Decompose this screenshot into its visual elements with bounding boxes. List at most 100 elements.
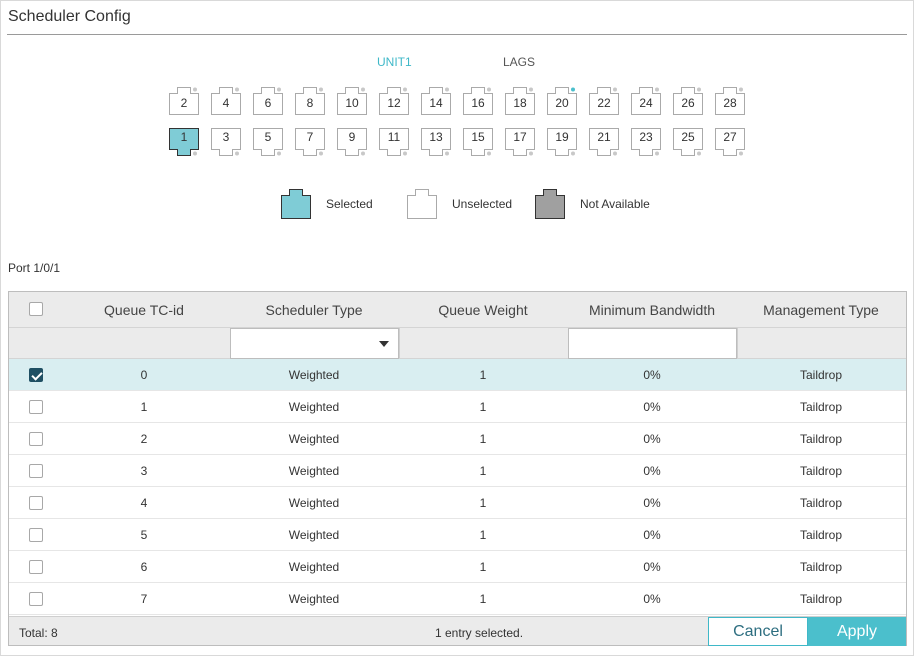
tab-unit1[interactable]: UNIT1: [377, 55, 412, 69]
min-bandwidth-cell: 0%: [643, 528, 661, 542]
port-button[interactable]: 26: [673, 87, 703, 115]
minimum-bandwidth-filter-input[interactable]: [568, 328, 737, 359]
port-button[interactable]: 25: [673, 128, 703, 156]
port-button[interactable]: 14: [421, 87, 451, 115]
column-header-scheduler-type[interactable]: Scheduler Type: [265, 302, 363, 318]
queue-tc-id-cell: 3: [140, 464, 148, 478]
port-button[interactable]: 16: [463, 87, 493, 115]
management-type-cell: Taildrop: [799, 400, 843, 414]
table-row[interactable]: 2 Weighted 1 0% Taildrop: [9, 423, 906, 455]
port-button[interactable]: 23: [631, 128, 661, 156]
port-number: 20: [555, 96, 569, 110]
port-button[interactable]: 19: [547, 128, 577, 156]
port-button[interactable]: 21: [589, 128, 619, 156]
queue-weight-cell: 1: [479, 496, 487, 510]
filter-row: [9, 328, 906, 359]
port-button[interactable]: 7: [295, 128, 325, 156]
link-status-dot: [445, 87, 449, 92]
row-checkbox[interactable]: [29, 432, 43, 446]
port-button[interactable]: 4: [211, 87, 241, 115]
table-row[interactable]: 0 Weighted 1 0% Taildrop: [9, 359, 906, 391]
port-button[interactable]: 28: [715, 87, 745, 115]
port-button[interactable]: 10: [337, 87, 367, 115]
management-type-cell: Taildrop: [799, 368, 843, 382]
table-row[interactable]: 7 Weighted 1 0% Taildrop: [9, 583, 906, 615]
row-checkbox[interactable]: [29, 496, 43, 510]
queue-tc-id-cell: 1: [140, 400, 148, 414]
min-bandwidth-cell: 0%: [643, 400, 661, 414]
port-number: 28: [723, 96, 737, 110]
scheduler-type-cell: Weighted: [288, 592, 340, 606]
port-number: 9: [348, 130, 356, 144]
row-checkbox[interactable]: [29, 592, 43, 606]
column-header-queue-weight[interactable]: Queue Weight: [438, 302, 528, 318]
port-icon: [673, 87, 703, 115]
row-checkbox[interactable]: [29, 400, 43, 414]
scheduler-type-cell: Weighted: [288, 432, 340, 446]
scheduler-type-cell: Weighted: [288, 400, 340, 414]
row-checkbox[interactable]: [29, 368, 43, 382]
table-row[interactable]: 3 Weighted 1 0% Taildrop: [9, 455, 906, 487]
port-button[interactable]: 13: [421, 128, 451, 156]
port-icon: [463, 128, 493, 156]
port-icon: [589, 128, 619, 156]
apply-button[interactable]: Apply: [808, 617, 906, 646]
port-button[interactable]: 20: [547, 87, 577, 115]
port-button[interactable]: 11: [379, 128, 409, 156]
port-button[interactable]: 8: [295, 87, 325, 115]
link-status-dot: [403, 87, 407, 92]
table-row[interactable]: 1 Weighted 1 0% Taildrop: [9, 391, 906, 423]
port-icon: [295, 128, 325, 156]
port-icon: [547, 128, 577, 156]
queue-weight-filter: [399, 328, 568, 358]
link-status-dot: [571, 87, 575, 92]
column-header-queue-tc-id[interactable]: Queue TC-id: [104, 302, 184, 318]
port-number: 13: [429, 130, 443, 144]
link-status-dot: [571, 151, 575, 156]
port-button[interactable]: 5: [253, 128, 283, 156]
port-button[interactable]: 2: [169, 87, 199, 115]
column-header-minimum-bandwidth[interactable]: Minimum Bandwidth: [588, 302, 716, 318]
port-button[interactable]: 18: [505, 87, 535, 115]
management-type-cell: Taildrop: [799, 560, 843, 574]
port-number: 26: [681, 96, 695, 110]
port-button[interactable]: 24: [631, 87, 661, 115]
scheduler-type-cell: Weighted: [288, 368, 340, 382]
page-title: Scheduler Config: [8, 8, 131, 25]
port-button[interactable]: 9: [337, 128, 367, 156]
port-button[interactable]: 27: [715, 128, 745, 156]
link-status-dot: [193, 151, 197, 156]
table-row[interactable]: 5 Weighted 1 0% Taildrop: [9, 519, 906, 551]
port-caption: Port 1/0/1: [8, 261, 61, 275]
port-button[interactable]: 12: [379, 87, 409, 115]
cancel-button[interactable]: Cancel: [708, 617, 808, 646]
port-button[interactable]: 1: [169, 128, 199, 156]
selected-port-icon: [281, 189, 311, 219]
legend-unselected: Unselected: [407, 189, 512, 219]
table-header: Queue TC-id Scheduler Type Queue Weight …: [9, 292, 906, 328]
row-checkbox[interactable]: [29, 560, 43, 574]
port-button[interactable]: 3: [211, 128, 241, 156]
min-bandwidth-cell: 0%: [643, 560, 661, 574]
queue-table: Queue TC-id Scheduler Type Queue Weight …: [8, 291, 907, 646]
port-button[interactable]: 17: [505, 128, 535, 156]
row-checkbox[interactable]: [29, 528, 43, 542]
port-icon: [337, 128, 367, 156]
port-number: 8: [306, 96, 314, 110]
link-status-dot: [487, 87, 491, 92]
port-button[interactable]: 22: [589, 87, 619, 115]
port-button[interactable]: 6: [253, 87, 283, 115]
port-icon: [421, 87, 451, 115]
scheduler-type-cell: Weighted: [288, 560, 340, 574]
port-button[interactable]: 15: [463, 128, 493, 156]
column-header-management-type[interactable]: Management Type: [763, 302, 879, 318]
select-all-checkbox[interactable]: [29, 302, 43, 316]
port-number: 4: [222, 96, 230, 110]
row-checkbox[interactable]: [29, 464, 43, 478]
table-row[interactable]: 4 Weighted 1 0% Taildrop: [9, 487, 906, 519]
tab-lags[interactable]: LAGS: [503, 55, 536, 69]
port-icon: [505, 128, 535, 156]
min-bandwidth-cell: 0%: [643, 464, 661, 478]
scheduler-type-filter-select[interactable]: [230, 328, 399, 359]
table-row[interactable]: 6 Weighted 1 0% Taildrop: [9, 551, 906, 583]
